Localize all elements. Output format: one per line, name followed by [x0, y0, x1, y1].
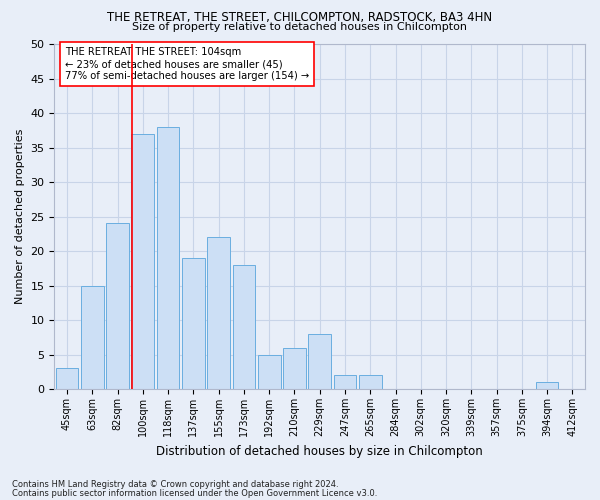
Bar — [207, 238, 230, 389]
Bar — [334, 376, 356, 389]
Bar — [81, 286, 104, 389]
Text: Contains public sector information licensed under the Open Government Licence v3: Contains public sector information licen… — [12, 488, 377, 498]
Text: Size of property relative to detached houses in Chilcompton: Size of property relative to detached ho… — [133, 22, 467, 32]
Bar — [182, 258, 205, 389]
Bar — [233, 265, 255, 389]
Text: Contains HM Land Registry data © Crown copyright and database right 2024.: Contains HM Land Registry data © Crown c… — [12, 480, 338, 489]
Bar — [157, 127, 179, 389]
Bar — [56, 368, 79, 389]
Bar — [359, 376, 382, 389]
Y-axis label: Number of detached properties: Number of detached properties — [15, 129, 25, 304]
Bar — [308, 334, 331, 389]
Bar — [536, 382, 559, 389]
Text: THE RETREAT THE STREET: 104sqm
← 23% of detached houses are smaller (45)
77% of : THE RETREAT THE STREET: 104sqm ← 23% of … — [65, 48, 309, 80]
Text: THE RETREAT, THE STREET, CHILCOMPTON, RADSTOCK, BA3 4HN: THE RETREAT, THE STREET, CHILCOMPTON, RA… — [107, 11, 493, 24]
Bar — [131, 134, 154, 389]
Bar — [106, 224, 129, 389]
Bar — [283, 348, 306, 389]
Bar — [258, 354, 281, 389]
X-axis label: Distribution of detached houses by size in Chilcompton: Distribution of detached houses by size … — [157, 444, 483, 458]
